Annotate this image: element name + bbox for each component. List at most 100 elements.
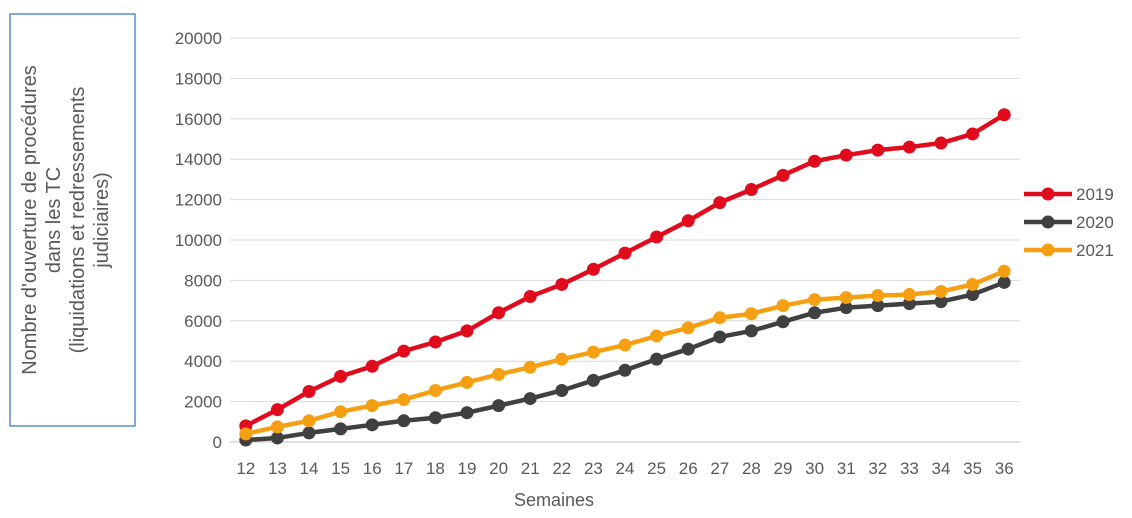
data-point-2020 — [934, 295, 948, 309]
x-tick-label: 25 — [647, 459, 666, 478]
data-point-2019 — [650, 230, 664, 244]
y-tick-label: 14000 — [175, 150, 222, 169]
x-tick-label: 23 — [584, 459, 603, 478]
x-tick-label: 21 — [521, 459, 540, 478]
data-point-2019 — [523, 290, 537, 304]
series-lines — [239, 108, 1011, 447]
data-point-2020 — [523, 392, 537, 406]
data-point-2019 — [808, 154, 822, 168]
data-point-2021 — [270, 420, 284, 434]
data-point-2020 — [776, 315, 790, 329]
data-point-2021 — [997, 264, 1011, 278]
data-point-2021 — [239, 427, 253, 441]
data-point-2020 — [397, 414, 411, 428]
data-point-2021 — [713, 311, 727, 325]
data-point-2021 — [586, 345, 600, 359]
data-point-2020 — [713, 330, 727, 344]
x-tick-label: 33 — [900, 459, 919, 478]
data-point-2021 — [555, 352, 569, 366]
y-tick-label: 6000 — [184, 312, 222, 331]
data-point-2021 — [871, 289, 885, 303]
data-point-2019 — [934, 136, 948, 150]
data-point-2019 — [966, 127, 980, 141]
y-tick-label: 0 — [213, 433, 222, 452]
x-tick-label: 36 — [995, 459, 1014, 478]
data-point-2019 — [871, 143, 885, 157]
data-point-2021 — [334, 405, 348, 419]
data-point-2020 — [650, 352, 664, 366]
data-point-2021 — [839, 291, 853, 305]
x-tick-label: 12 — [236, 459, 255, 478]
data-point-2021 — [744, 307, 758, 321]
data-point-2021 — [902, 288, 916, 302]
data-point-2019 — [334, 369, 348, 383]
data-point-2021 — [681, 321, 695, 335]
y-tick-label: 2000 — [184, 393, 222, 412]
data-point-2021 — [492, 367, 506, 381]
data-point-2019 — [397, 344, 411, 358]
data-point-2020 — [428, 411, 442, 425]
data-point-2020 — [586, 373, 600, 387]
x-tick-label: 26 — [679, 459, 698, 478]
data-point-2019 — [744, 183, 758, 196]
y-tick-label: 8000 — [184, 271, 222, 290]
data-point-2020 — [555, 383, 569, 397]
data-point-2020 — [270, 431, 284, 445]
series-line-2019 — [243, 112, 1007, 429]
x-tick-label: 28 — [742, 459, 761, 478]
data-point-2019 — [713, 196, 727, 210]
y-axis-title-text: Nombre d'ouverture de procédures dans les… — [19, 65, 113, 375]
y-tick-label: 4000 — [184, 352, 222, 371]
x-tick-labels: 12 13 14 15 16 17 18 19 20 21 22 23 24 25 26 27 28 29 30 31… — [236, 459, 1013, 478]
data-point-2021 — [966, 277, 980, 291]
data-point-2020 — [871, 299, 885, 313]
legend-marker-2020 — [1041, 215, 1055, 229]
data-point-2021 — [397, 393, 411, 407]
x-tick-label: 31 — [837, 459, 856, 478]
data-point-2019 — [776, 168, 790, 182]
data-point-2020 — [808, 306, 822, 320]
x-tick-label: 20 — [489, 459, 508, 478]
x-tick-label: 24 — [616, 459, 635, 478]
data-point-2019 — [839, 148, 853, 162]
x-tick-label: 13 — [268, 459, 287, 478]
y-axis-title-line: judiciaires) — [91, 172, 113, 269]
data-point-2020 — [902, 297, 916, 311]
data-point-2019 — [460, 324, 474, 338]
y-tick-label: 12000 — [175, 191, 222, 210]
x-tick-label: 17 — [394, 459, 413, 478]
y-tick-label: 16000 — [175, 110, 222, 129]
data-point-2019 — [681, 214, 695, 228]
data-point-2021 — [523, 360, 537, 374]
x-tick-label: 32 — [868, 459, 887, 478]
y-tick-label: 18000 — [175, 69, 222, 88]
data-point-2020 — [618, 363, 632, 377]
data-point-2019 — [586, 262, 600, 276]
data-point-2020 — [966, 288, 980, 302]
data-point-2019 — [555, 277, 569, 291]
data-point-2020 — [492, 399, 506, 413]
data-point-2021 — [428, 383, 442, 397]
data-point-2019 — [997, 108, 1011, 122]
x-tick-label: 15 — [331, 459, 350, 478]
y-tick-labels: 0 2000 4000 6000 8000 10000 12000 14000 16000 180… — [175, 29, 222, 452]
data-point-2021 — [460, 375, 474, 389]
data-point-2021 — [618, 338, 632, 352]
data-point-2020 — [460, 406, 474, 420]
data-point-2019 — [270, 403, 284, 417]
data-point-2021 — [365, 399, 379, 413]
gridlines — [230, 37, 1020, 443]
data-point-2021 — [302, 414, 316, 428]
data-point-2021 — [934, 285, 948, 299]
x-tick-label: 19 — [458, 459, 477, 478]
x-tick-label: 16 — [363, 459, 382, 478]
x-tick-label: 18 — [426, 459, 445, 478]
legend-marker-2019 — [1041, 187, 1055, 201]
x-tick-label: 29 — [774, 459, 793, 478]
data-point-2019 — [365, 359, 379, 373]
x-tick-label: 30 — [805, 459, 824, 478]
y-axis-title-line: dans les TC — [43, 167, 65, 273]
data-point-2020 — [839, 301, 853, 315]
x-tick-label: 34 — [932, 459, 951, 478]
